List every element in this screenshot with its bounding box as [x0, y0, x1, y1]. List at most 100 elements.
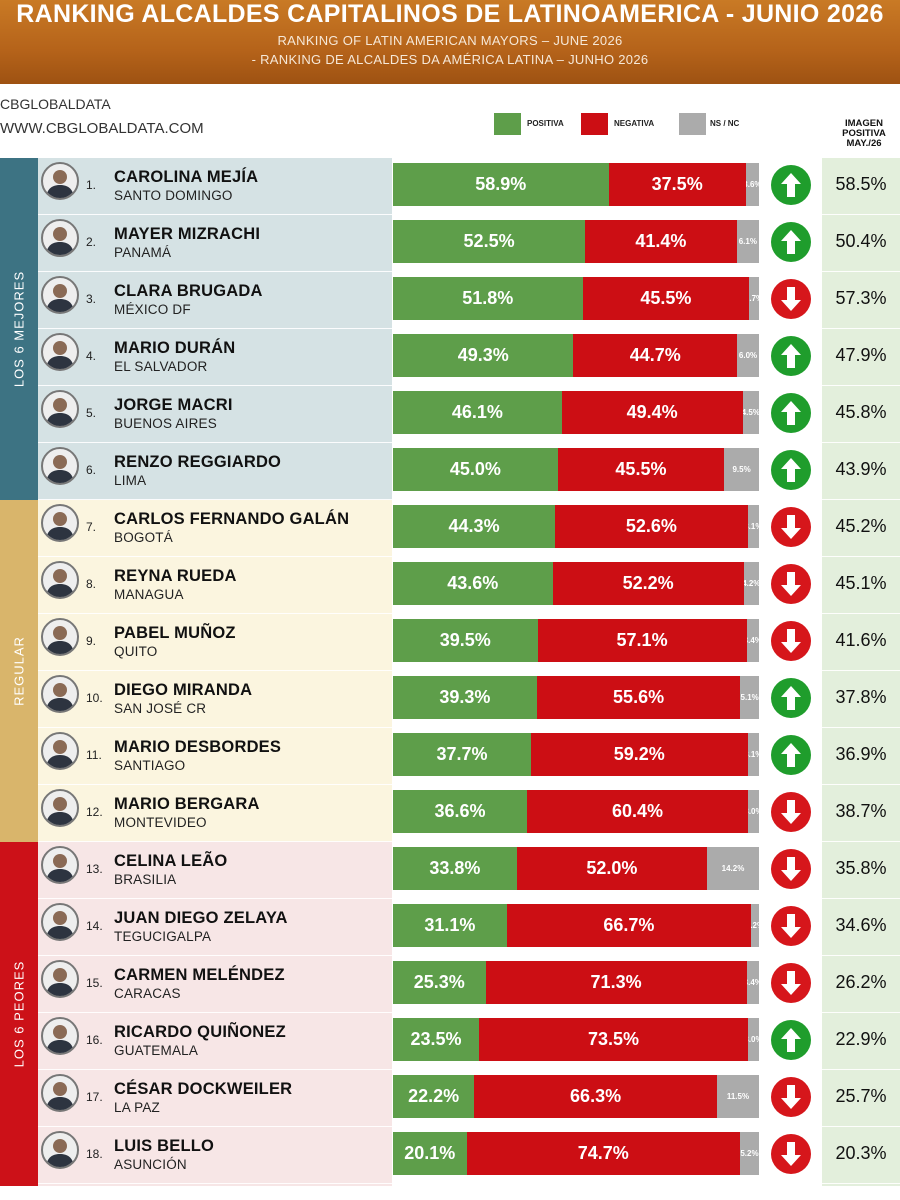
rank-number: 4.	[86, 349, 97, 363]
arrow-down-icon	[770, 563, 812, 605]
stacked-bar: 39.5%57.1%3.4%	[393, 619, 759, 662]
arrow-up-icon	[770, 221, 812, 263]
bar-positive: 45.0%	[393, 448, 558, 491]
arrow-down-icon	[770, 1133, 812, 1175]
arrow-up-icon	[770, 392, 812, 434]
ranking-row: 3. CLARA BRUGADA MÉXICO DF 51.8%45.5%2.7% 57…	[0, 272, 900, 329]
mayor-photo	[41, 504, 79, 542]
section-bg-worst	[38, 842, 392, 1186]
stacked-bar: 23.5%73.5%3.0%	[393, 1018, 759, 1061]
rank-number: 11.	[86, 748, 102, 762]
bar-positive: 46.1%	[393, 391, 562, 434]
previous-positive-value: 35.8%	[835, 858, 887, 878]
mayor-name: MAYER MIZRACHI	[114, 225, 261, 243]
row-divider	[38, 1012, 900, 1013]
previous-positive-value: 41.6%	[835, 630, 887, 650]
ranking-row: 9. PABEL MUÑOZ QUITO 39.5%57.1%3.4% 41.6%	[0, 614, 900, 671]
previous-positive-value: 45.2%	[835, 516, 887, 536]
stacked-bar: 37.7%59.2%3.1%	[393, 733, 759, 776]
mayor-name: PABEL MUÑOZ	[114, 624, 236, 642]
stacked-bar: 58.9%37.5%3.6%	[393, 163, 759, 206]
stacked-bar: 31.1%66.7%2.2%	[393, 904, 759, 947]
rank-number: 10.	[86, 691, 103, 705]
ranking-row: 5. JORGE MACRI BUENOS AIRES 46.1% 49.4% 4.5% 4…	[0, 386, 900, 443]
arrow-down-icon	[770, 905, 812, 947]
row-divider	[38, 670, 900, 671]
mayor-name: JUAN DIEGO ZELAYA	[114, 909, 288, 927]
stacked-bar: 51.8%45.5%2.7%	[393, 277, 759, 320]
rank-number: 14.	[86, 919, 103, 933]
section-band-worst: LOS 6 PEORES	[0, 842, 38, 1186]
mayor-photo	[41, 960, 79, 998]
row-divider	[38, 271, 900, 272]
rank-number: 8.	[86, 577, 97, 591]
mayor-name: MARIO DURÁN	[114, 339, 236, 357]
mayor-photo	[41, 1017, 79, 1055]
stacked-bar: 39.3% 55.6% 5.1%	[393, 676, 759, 719]
mayor-photo	[41, 1074, 79, 1112]
ranking-row: 13. CELINA LEÃO BRASILIA 33.8% 52.0% 14.2% 35.…	[0, 842, 900, 899]
mayor-photo	[41, 1131, 79, 1169]
previous-positive-value: 45.1%	[835, 573, 887, 593]
rank-number: 3.	[86, 292, 97, 306]
bar-nsnc: 3.4%	[746, 619, 759, 662]
arrow-up-icon	[770, 335, 812, 377]
stacked-bar: 45.0% 45.5% 9.5%	[393, 448, 759, 491]
mayor-name: MARIO BERGARA	[114, 795, 260, 813]
stacked-bar: 20.1% 74.7% 5.2%	[393, 1132, 759, 1175]
bar-negative: 45.5%	[582, 277, 750, 320]
bar-negative: 44.7%	[573, 334, 738, 377]
bar-nsnc: 5.2%	[739, 1132, 759, 1175]
rank-number: 15.	[86, 976, 103, 990]
bar-negative: 52.0%	[516, 847, 708, 890]
mayor-name: RICARDO QUIÑONEZ	[114, 1023, 286, 1041]
mayor-photo	[41, 618, 79, 656]
bar-positive: 23.5%	[393, 1018, 479, 1061]
section-band-regular: REGULAR	[0, 500, 38, 842]
previous-positive-value: 57.3%	[835, 288, 887, 308]
bar-negative: 74.7%	[466, 1132, 740, 1175]
bar-negative: 49.4%	[561, 391, 743, 434]
city-name: PANAMÁ	[114, 245, 172, 260]
mayor-name: REYNA RUEDA	[114, 567, 237, 585]
bar-negative: 57.1%	[537, 619, 747, 662]
bar-negative: 60.4%	[526, 790, 748, 833]
previous-positive-value: 43.9%	[835, 459, 887, 479]
bar-nsnc: 14.2%	[707, 847, 759, 890]
bar-negative: 59.2%	[530, 733, 748, 776]
rank-number: 18.	[86, 1147, 103, 1161]
previous-positive-value: 45.8%	[835, 402, 887, 422]
row-divider	[38, 955, 900, 956]
previous-positive-value: 34.6%	[835, 915, 887, 935]
city-name: QUITO	[114, 644, 158, 659]
bar-negative: 41.4%	[585, 220, 737, 263]
mayor-name: CARMEN MELÉNDEZ	[114, 966, 285, 984]
mayor-photo	[41, 903, 79, 941]
section-bg-regular	[38, 500, 392, 842]
row-divider	[38, 556, 900, 557]
city-name: SANTO DOMINGO	[114, 188, 233, 203]
arrow-up-icon	[770, 734, 812, 776]
stacked-bar: 33.8% 52.0% 14.2%	[393, 847, 759, 890]
row-divider	[38, 214, 900, 215]
bar-nsnc: 4.2%	[743, 562, 759, 605]
mayor-photo	[41, 732, 79, 770]
arrow-up-icon	[770, 449, 812, 491]
row-divider	[38, 613, 900, 614]
bar-positive: 44.3%	[393, 505, 556, 548]
row-divider	[38, 841, 900, 842]
bar-nsnc: 3.1%	[747, 733, 759, 776]
ranking-row: 15.CARMEN MELÉNDEZCARACAS25.3%71.3%3.4%2…	[0, 956, 900, 1013]
previous-positive-value: 25.7%	[835, 1086, 887, 1106]
previous-positive-value: 58.5%	[835, 174, 887, 194]
stacked-bar: 46.1% 49.4% 4.5%	[393, 391, 759, 434]
bar-positive: 22.2%	[393, 1075, 475, 1118]
stacked-bar: 49.3% 44.7% 6.0%	[393, 334, 759, 377]
mayor-name: MARIO DESBORDES	[114, 738, 282, 756]
previous-positive-value: 50.4%	[835, 231, 887, 251]
city-name: EL SALVADOR	[114, 359, 208, 374]
mayor-name: CAROLINA MEJÍA	[114, 168, 259, 186]
mayor-name: LUIS BELLO	[114, 1137, 215, 1155]
city-name: GUATEMALA	[114, 1043, 199, 1058]
legend-label-nsnc: NS / NC	[710, 119, 740, 128]
